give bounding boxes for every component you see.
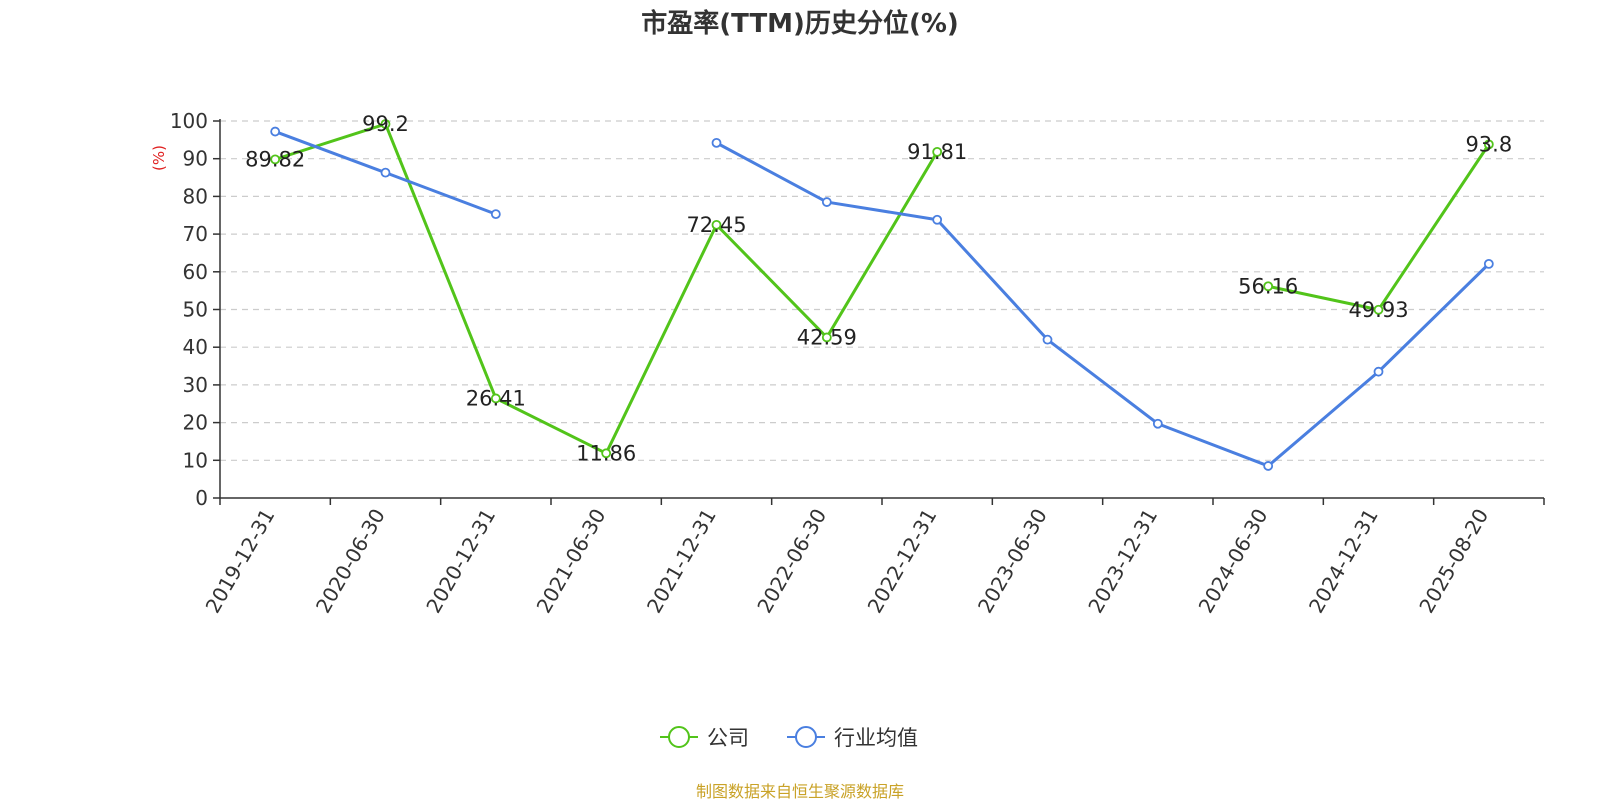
series-line [715,141,1490,468]
data-point [380,167,391,178]
y-tick-label: 50 [183,298,208,322]
y-tick-label: 100 [170,109,208,133]
data-label: 49.93 [1348,298,1408,322]
data-point [1373,366,1384,377]
x-tick-label: 2020-06-30 [311,505,390,618]
series-2 [270,126,1494,471]
x-tick-label: 2022-06-30 [752,505,831,618]
data-point [821,197,832,207]
y-axis-unit-label: (%) [150,145,168,171]
legend: 公司 行业均值 [660,726,918,750]
series-layer [270,119,1494,471]
legend-marker [795,726,817,748]
source-note: 制图数据来自恒生聚源数据库 [696,782,904,800]
y-tick-label: 40 [183,335,208,359]
y-tick-label: 20 [183,411,208,435]
x-tick-label: 2025-08-20 [1414,505,1493,618]
data-point [711,219,722,230]
y-tick-label: 90 [183,147,208,171]
x-tick-label: 2021-12-31 [642,505,721,618]
data-point [490,393,501,404]
x-tick-label: 2024-06-30 [1194,505,1273,618]
x-tick-label: 2020-12-31 [421,505,500,618]
data-point [601,448,612,459]
data-label: 11.86 [576,441,636,465]
gridlines [220,120,1544,461]
data-point [1263,281,1274,292]
x-tick-label: 2021-06-30 [532,505,611,618]
data-point [1483,258,1494,269]
data-label: 89.82 [245,147,305,171]
data-label: 42.59 [797,325,857,349]
y-tick-label: 10 [183,448,208,472]
data-point [932,146,943,157]
data-point [380,119,391,129]
data-label: 91.81 [907,140,967,164]
data-label: 26.41 [466,386,526,410]
x-tick-label: 2023-12-31 [1083,505,1162,618]
y-tick-label: 0 [195,486,208,510]
x-tick-label: 2022-12-31 [863,505,942,618]
x-tick-label: 2023-06-30 [973,505,1052,618]
chart-title: 市盈率(TTM)历史分位(%) [641,8,959,39]
legend-marker [668,726,690,748]
data-point [821,332,832,343]
series-line [274,122,939,455]
data-label: 93.8 [1465,132,1512,156]
data-point [1483,139,1494,150]
data-point [1152,418,1163,429]
data-label: 99.2 [362,112,409,136]
data-point [270,126,281,137]
data-label: 56.16 [1238,274,1298,298]
legend-label: 行业均值 [834,726,918,750]
data-point [1042,334,1053,345]
data-point [1263,461,1274,471]
data-point [1373,304,1384,315]
data-point [932,214,943,225]
axes: 0 10 20 30 40 50 60 70 80 90 100 2019-12-31 2020-06-… [170,109,1545,618]
data-point [490,209,501,220]
y-tick-label: 60 [183,260,208,284]
data-labels: 89.82 99.2 26.41 11.86 72.45 42.59 91.81 56.16 4… [245,112,1512,465]
data-point [711,137,722,148]
legend-label: 公司 [707,726,749,750]
data-point [270,154,281,165]
y-tick-label: 70 [183,222,208,246]
data-label: 72.45 [686,213,746,237]
series-1 [270,119,1494,459]
series-line [1267,143,1491,312]
y-tick-label: 80 [183,184,208,208]
x-tick-label: 2019-12-31 [201,505,280,618]
y-tick-label: 30 [183,373,208,397]
x-tick-label: 2024-12-31 [1304,505,1383,618]
